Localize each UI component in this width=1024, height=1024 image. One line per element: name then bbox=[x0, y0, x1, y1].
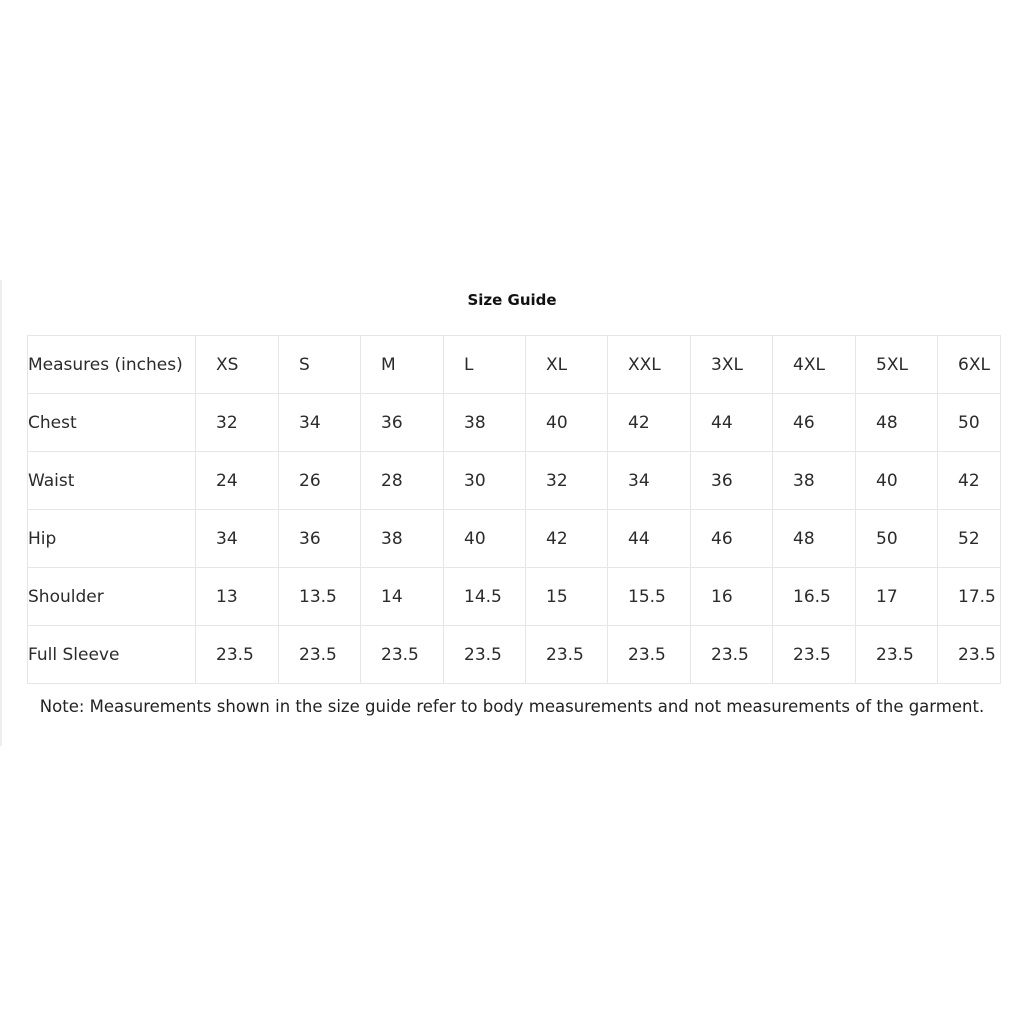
header-cell: 4XL bbox=[772, 335, 856, 394]
table-cell: 30 bbox=[443, 451, 526, 510]
table-cell: 28 bbox=[360, 451, 444, 510]
header-cell: XL bbox=[525, 335, 608, 394]
table-cell: 13 bbox=[195, 567, 279, 626]
table-cell: 40 bbox=[525, 393, 608, 452]
table-cell: 42 bbox=[937, 451, 1001, 510]
row-label: Hip bbox=[27, 509, 196, 568]
table-cell: 23.5 bbox=[855, 625, 938, 684]
table-cell: 23.5 bbox=[443, 625, 526, 684]
table-cell: 17 bbox=[855, 567, 938, 626]
header-cell: XS bbox=[195, 335, 279, 394]
table-cell: 48 bbox=[772, 509, 856, 568]
table-cell: 23.5 bbox=[525, 625, 608, 684]
table-cell: 16 bbox=[690, 567, 773, 626]
header-cell: 5XL bbox=[855, 335, 938, 394]
table-cell: 44 bbox=[607, 509, 691, 568]
table-cell: 40 bbox=[443, 509, 526, 568]
table-cell: 13.5 bbox=[278, 567, 361, 626]
table-cell: 50 bbox=[937, 393, 1001, 452]
table-cell: 50 bbox=[855, 509, 938, 568]
header-cell: Measures (inches) bbox=[27, 335, 196, 394]
table-cell: 36 bbox=[690, 451, 773, 510]
table-cell: 34 bbox=[195, 509, 279, 568]
table-cell: 24 bbox=[195, 451, 279, 510]
table-cell: 46 bbox=[690, 509, 773, 568]
header-cell: M bbox=[360, 335, 444, 394]
table-cell: 52 bbox=[937, 509, 1001, 568]
table-cell: 14 bbox=[360, 567, 444, 626]
table-cell: 46 bbox=[772, 393, 856, 452]
header-cell: 3XL bbox=[690, 335, 773, 394]
table-cell: 44 bbox=[690, 393, 773, 452]
row-label: Chest bbox=[27, 393, 196, 452]
table-cell: 38 bbox=[360, 509, 444, 568]
page-title: Size Guide bbox=[467, 291, 557, 309]
table-row: Full Sleeve 23.5 23.5 23.5 23.5 23.5 23.5 23.5 2… bbox=[27, 625, 1001, 684]
table-cell: 36 bbox=[360, 393, 444, 452]
table-cell: 23.5 bbox=[195, 625, 279, 684]
table-cell: 42 bbox=[525, 509, 608, 568]
table-row: Hip 34 36 38 40 42 44 46 48 50 52 bbox=[27, 509, 1001, 568]
row-label: Full Sleeve bbox=[27, 625, 196, 684]
table-cell: 23.5 bbox=[937, 625, 1001, 684]
table-cell: 32 bbox=[525, 451, 608, 510]
note-text: Note: Measurements shown in the size gui… bbox=[39, 697, 985, 716]
table-cell: 34 bbox=[607, 451, 691, 510]
row-label: Waist bbox=[27, 451, 196, 510]
table-cell: 17.5 bbox=[937, 567, 1001, 626]
table-cell: 23.5 bbox=[360, 625, 444, 684]
header-cell: XXL bbox=[607, 335, 691, 394]
table-cell: 42 bbox=[607, 393, 691, 452]
table-cell: 14.5 bbox=[443, 567, 526, 626]
header-cell: L bbox=[443, 335, 526, 394]
table-cell: 16.5 bbox=[772, 567, 856, 626]
header-cell: S bbox=[278, 335, 361, 394]
table-cell: 48 bbox=[855, 393, 938, 452]
header-row: Measures (inches) XS S M L XL XXL 3XL 4XL 5XL 6XL bbox=[27, 335, 1001, 394]
table-cell: 23.5 bbox=[690, 625, 773, 684]
size-guide-table: Measures (inches) XS S M L XL XXL 3XL 4XL 5XL 6XL C… bbox=[27, 335, 1001, 684]
table-row: Chest 32 34 36 38 40 42 44 46 48 50 bbox=[27, 393, 1001, 452]
table-cell: 15 bbox=[525, 567, 608, 626]
table-cell: 40 bbox=[855, 451, 938, 510]
table-cell: 34 bbox=[278, 393, 361, 452]
table-cell: 38 bbox=[443, 393, 526, 452]
table-cell: 26 bbox=[278, 451, 361, 510]
header-cell: 6XL bbox=[937, 335, 1001, 394]
table-cell: 23.5 bbox=[772, 625, 856, 684]
table-row: Waist 24 26 28 30 32 34 36 38 40 42 bbox=[27, 451, 1001, 510]
row-label: Shoulder bbox=[27, 567, 196, 626]
table-cell: 36 bbox=[278, 509, 361, 568]
table-cell: 32 bbox=[195, 393, 279, 452]
table-cell: 23.5 bbox=[278, 625, 361, 684]
table-cell: 23.5 bbox=[607, 625, 691, 684]
left-divider bbox=[0, 280, 2, 746]
table-cell: 15.5 bbox=[607, 567, 691, 626]
table-row: Shoulder 13 13.5 14 14.5 15 15.5 16 16.5 17 17.5 bbox=[27, 567, 1001, 626]
table-cell: 38 bbox=[772, 451, 856, 510]
